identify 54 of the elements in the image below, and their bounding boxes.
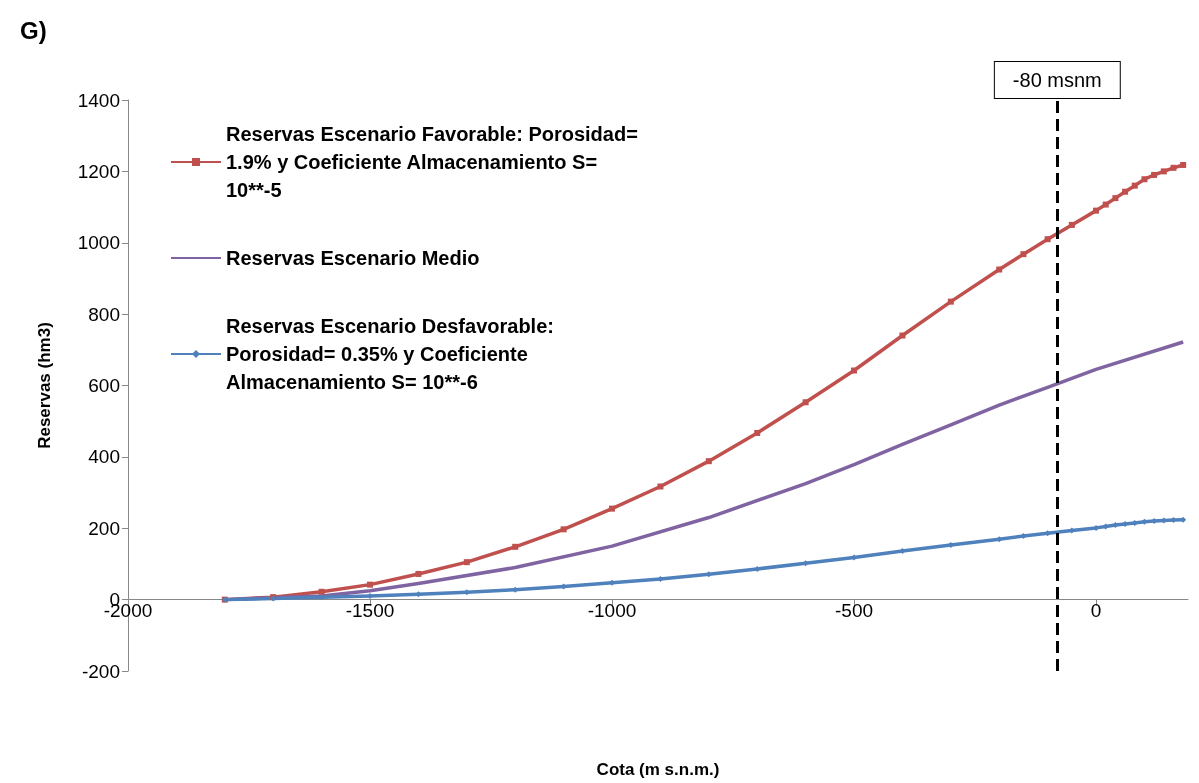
point xyxy=(1131,182,1138,189)
point xyxy=(1180,516,1187,523)
point xyxy=(1160,168,1167,175)
x-axis-title: Cota (m s.n.m.) xyxy=(596,760,720,779)
point xyxy=(1122,188,1129,195)
y-tick-label: 200 xyxy=(88,517,120,539)
y-tick-label: -200 xyxy=(81,660,120,682)
y-tick-label: 600 xyxy=(88,375,120,396)
point xyxy=(899,548,906,555)
point xyxy=(1141,176,1148,183)
point xyxy=(1112,522,1119,529)
point xyxy=(996,266,1003,273)
point xyxy=(1102,201,1109,208)
point xyxy=(1180,161,1187,168)
point xyxy=(1151,171,1158,178)
point xyxy=(1020,251,1027,258)
point xyxy=(802,399,809,406)
point xyxy=(996,536,1003,543)
point xyxy=(705,458,712,465)
y-tick-label: 1400 xyxy=(77,89,120,111)
point xyxy=(754,429,761,436)
point xyxy=(512,543,519,550)
point xyxy=(657,483,664,490)
legend-label: Reservas Escenario Medio xyxy=(226,247,480,269)
x-tick-label: -1000 xyxy=(587,600,637,621)
point xyxy=(609,505,616,512)
y-axis-title: Reservas (hm3) xyxy=(35,322,54,449)
legend-label: Reservas Escenario Favorable: Porosidad= 1.9% y Coeficiente Almacenamiento S= 10**-5 xyxy=(226,123,644,201)
y-tick-label: 1200 xyxy=(77,160,120,182)
point xyxy=(1170,164,1177,171)
point xyxy=(657,575,664,582)
legend-label: Reservas Escenario Desfavorable: Porosidad= 0.35% y Coeficiente Almacenamiento S= 10**-6 xyxy=(226,315,560,393)
point xyxy=(463,559,470,566)
point xyxy=(1068,221,1075,228)
point xyxy=(1093,207,1100,214)
point xyxy=(1112,195,1119,202)
x-tick-label: -500 xyxy=(835,600,874,621)
point xyxy=(1170,517,1177,524)
point xyxy=(415,570,422,577)
x-tick-label: 0 xyxy=(1090,600,1102,621)
text: G) xyxy=(20,16,47,44)
y-tick-label: 800 xyxy=(88,303,120,325)
point xyxy=(947,298,954,305)
point xyxy=(1044,236,1051,243)
point xyxy=(1020,533,1027,540)
y-tick-label: 400 xyxy=(88,446,120,468)
point xyxy=(899,332,906,339)
point xyxy=(367,581,374,588)
point xyxy=(318,588,325,595)
x-tick-label: -1500 xyxy=(345,600,395,621)
point xyxy=(851,367,858,374)
ref-line-label: -80 msnm xyxy=(1012,69,1102,91)
point xyxy=(560,526,567,533)
y-tick-label: 1000 xyxy=(77,232,120,254)
